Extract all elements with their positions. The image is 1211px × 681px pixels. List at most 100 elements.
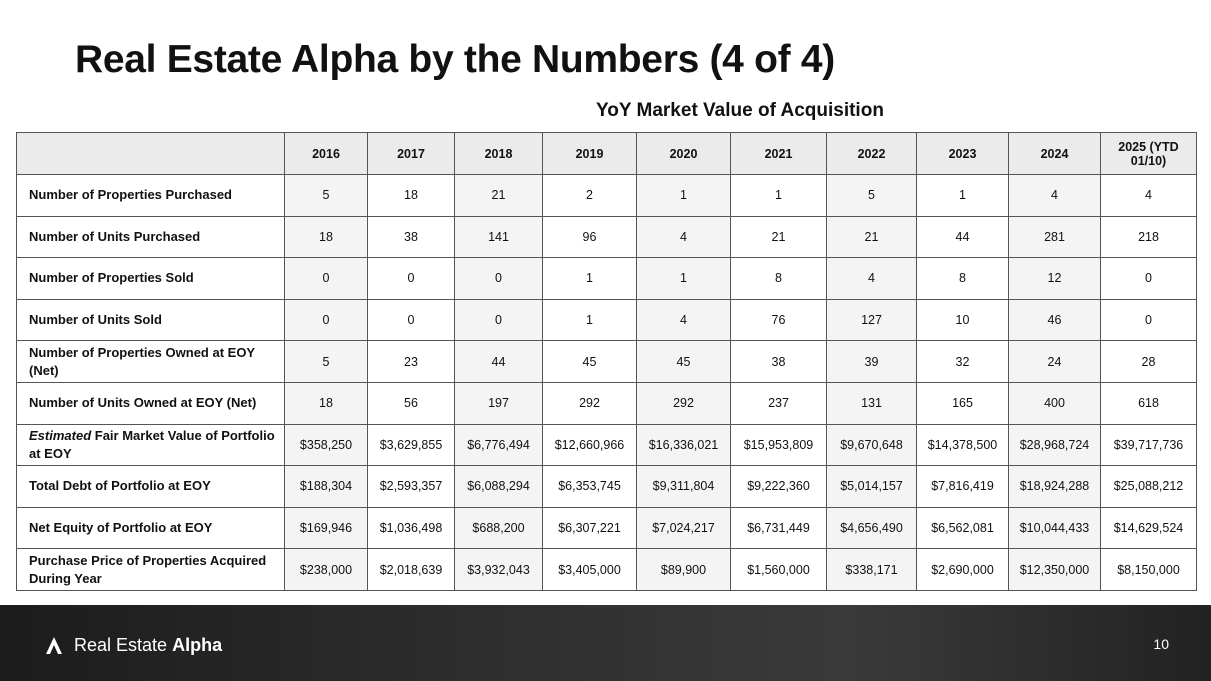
table-cell: $14,378,500 [916, 423, 1009, 467]
table-cell: 5 [284, 340, 368, 383]
header-cell: 2023 [916, 132, 1009, 175]
table-cell: $28,968,724 [1008, 423, 1101, 467]
table-cell: $3,629,855 [367, 423, 455, 467]
table-cell: $6,731,449 [730, 506, 827, 550]
table-cell: 1 [636, 174, 731, 217]
table-cell: 21 [730, 215, 827, 259]
header-cell: 2016 [284, 132, 368, 175]
table-row: Number of Properties Owned at EOY (Net) 5… [16, 340, 1197, 383]
header-row: 2016 2017 2018 2019 2020 2021 2022 2023 2024 2025… [16, 132, 1197, 175]
row-label-text: Net Equity of Portfolio at EOY [29, 520, 213, 536]
table-cell: $1,036,498 [367, 506, 455, 550]
row-label-text: Purchase Price of Properties Acquired Du… [29, 552, 267, 586]
table-cell: 197 [454, 381, 543, 425]
table-cell: $39,717,736 [1100, 423, 1197, 467]
header-cell: 2019 [542, 132, 637, 175]
table-cell: 1 [730, 174, 827, 217]
table-cell: 0 [454, 298, 543, 342]
table-cell: $6,307,221 [542, 506, 637, 550]
table-cell: 4 [636, 298, 731, 342]
row-label-emphasis: Estimated [29, 427, 92, 443]
table-cell: $8,150,000 [1100, 548, 1197, 591]
table-cell: $14,629,524 [1100, 506, 1197, 550]
table-cell: 5 [826, 174, 917, 217]
table-cell: 39 [826, 340, 917, 383]
table-cell: 12 [1008, 257, 1101, 300]
table-cell: 4 [1100, 174, 1197, 217]
table-cell: 38 [730, 340, 827, 383]
header-cell: 2017 [367, 132, 455, 175]
table-cell: 4 [826, 257, 917, 300]
table-cell: 32 [916, 340, 1009, 383]
header-cell: 2025 (YTD 01/10) [1100, 132, 1197, 175]
table-cell: $2,593,357 [367, 465, 455, 508]
table-cell: 1 [542, 298, 637, 342]
row-label: Number of Properties Owned at EOY (Net) [16, 340, 285, 383]
table-row: Purchase Price of Properties Acquired Du… [16, 548, 1197, 591]
table-cell: 0 [1100, 298, 1197, 342]
table-cell: 44 [454, 340, 543, 383]
table-cell: 10 [916, 298, 1009, 342]
table-row: Number of Units Owned at EOY (Net) 18 56 19… [16, 381, 1197, 425]
table-cell: $18,924,288 [1008, 465, 1101, 508]
table-cell: 400 [1008, 381, 1101, 425]
table-cell: 237 [730, 381, 827, 425]
table-cell: 46 [1008, 298, 1101, 342]
table-row: Number of Units Sold 0 0 0 1 4 76 127 10 46 0 [16, 298, 1197, 342]
table-cell: 0 [1100, 257, 1197, 300]
table-cell: 18 [367, 174, 455, 217]
table-cell: 4 [1008, 174, 1101, 217]
row-label-text: Number of Units Owned at EOY (Net) [29, 395, 257, 411]
brand: Real Estate Alpha [74, 635, 222, 656]
table-cell: 5 [284, 174, 368, 217]
table-row: Number of Properties Purchased 5 18 21 2 1 1 5 1… [16, 174, 1197, 217]
table-cell: 21 [454, 174, 543, 217]
row-label: Number of Units Sold [16, 298, 285, 342]
table-cell: $6,088,294 [454, 465, 543, 508]
table-row: Total Debt of Portfolio at EOY $188,304 $2… [16, 465, 1197, 508]
table-cell: $338,171 [826, 548, 917, 591]
table-cell: 45 [542, 340, 637, 383]
table-cell: $9,311,804 [636, 465, 731, 508]
table-cell: $25,088,212 [1100, 465, 1197, 508]
table-cell: 2 [542, 174, 637, 217]
table-cell: 218 [1100, 215, 1197, 259]
table-cell: $169,946 [284, 506, 368, 550]
table-cell: $16,336,021 [636, 423, 731, 467]
row-label: Number of Units Purchased [16, 215, 285, 259]
row-label-text: Number of Properties Owned at EOY (Net) [29, 344, 255, 378]
table-cell: 8 [730, 257, 827, 300]
table-cell: $12,350,000 [1008, 548, 1101, 591]
page-number: 10 [1153, 636, 1169, 652]
table-cell: 292 [636, 381, 731, 425]
row-label-text: Number of Units Sold [29, 312, 162, 328]
header-cell: 2024 [1008, 132, 1101, 175]
table-cell: $9,222,360 [730, 465, 827, 508]
table-cell: 292 [542, 381, 637, 425]
table-cell: $7,816,419 [916, 465, 1009, 508]
table-cell: 4 [636, 215, 731, 259]
brand-light: Real Estate [74, 635, 168, 655]
table-row: Net Equity of Portfolio at EOY $169,946 $1… [16, 506, 1197, 550]
row-label: Number of Properties Purchased [16, 174, 285, 217]
row-label-text: Number of Properties Purchased [29, 187, 232, 203]
table-cell: $2,018,639 [367, 548, 455, 591]
row-label: Number of Properties Sold [16, 257, 285, 300]
table-cell: 28 [1100, 340, 1197, 383]
row-label-text: Total Debt of Portfolio at EOY [29, 478, 211, 494]
table-cell: $5,014,157 [826, 465, 917, 508]
table-cell: 1 [916, 174, 1009, 217]
header-cell: 2021 [730, 132, 827, 175]
table-cell: $9,670,648 [826, 423, 917, 467]
table-cell: $89,900 [636, 548, 731, 591]
table-cell: 618 [1100, 381, 1197, 425]
table-cell: $6,562,081 [916, 506, 1009, 550]
corner-cell [16, 132, 285, 175]
table-cell: 21 [826, 215, 917, 259]
table-cell: 18 [284, 215, 368, 259]
table-cell: $3,405,000 [542, 548, 637, 591]
table-cell: 1 [636, 257, 731, 300]
table-cell: 18 [284, 381, 368, 425]
table-cell: 0 [367, 298, 455, 342]
table-cell: $6,353,745 [542, 465, 637, 508]
